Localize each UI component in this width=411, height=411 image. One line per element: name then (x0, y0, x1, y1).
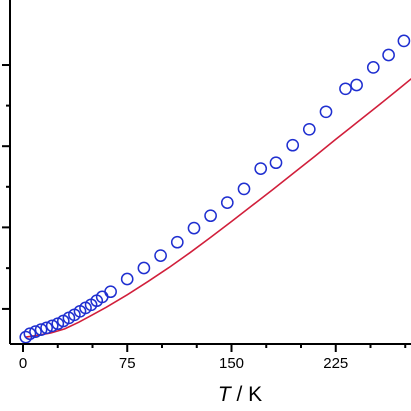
data-point (319, 105, 333, 119)
axes: 0 75 150 225 (2, 0, 411, 372)
x-tick-label: 150 (219, 355, 244, 372)
data-point (366, 61, 380, 74)
data-point (29, 325, 42, 338)
data-point (350, 78, 363, 92)
x-axis-unit: / K (236, 383, 262, 406)
data-point (286, 138, 300, 152)
data-points (19, 34, 411, 344)
data-point (339, 82, 352, 96)
data-point (254, 162, 268, 175)
data-point (187, 221, 201, 235)
data-point (204, 209, 217, 223)
data-point (382, 48, 395, 62)
data-point (269, 156, 283, 170)
x-axis-symbol: T (218, 383, 233, 406)
data-point (19, 330, 33, 344)
data-point (397, 34, 411, 48)
fit-curve (25, 77, 411, 338)
data-point (137, 261, 151, 275)
data-point (23, 327, 37, 341)
x-tick-label: 0 (19, 355, 27, 372)
x-tick-label: 225 (323, 355, 348, 372)
y-axis-ticks (2, 64, 10, 310)
data-point (104, 285, 117, 299)
x-axis-title: T / K (218, 383, 262, 406)
data-point (120, 272, 134, 286)
data-point (302, 122, 316, 136)
x-tick-label: 75 (119, 355, 136, 372)
data-point (154, 249, 167, 262)
data-point (34, 323, 48, 336)
x-axis-ticks: 0 75 150 225 (19, 344, 407, 372)
data-point (40, 321, 53, 335)
data-point (237, 182, 251, 196)
plot-area (19, 34, 411, 344)
data-point (45, 319, 59, 333)
data-point (170, 235, 184, 249)
data-point (220, 196, 234, 209)
